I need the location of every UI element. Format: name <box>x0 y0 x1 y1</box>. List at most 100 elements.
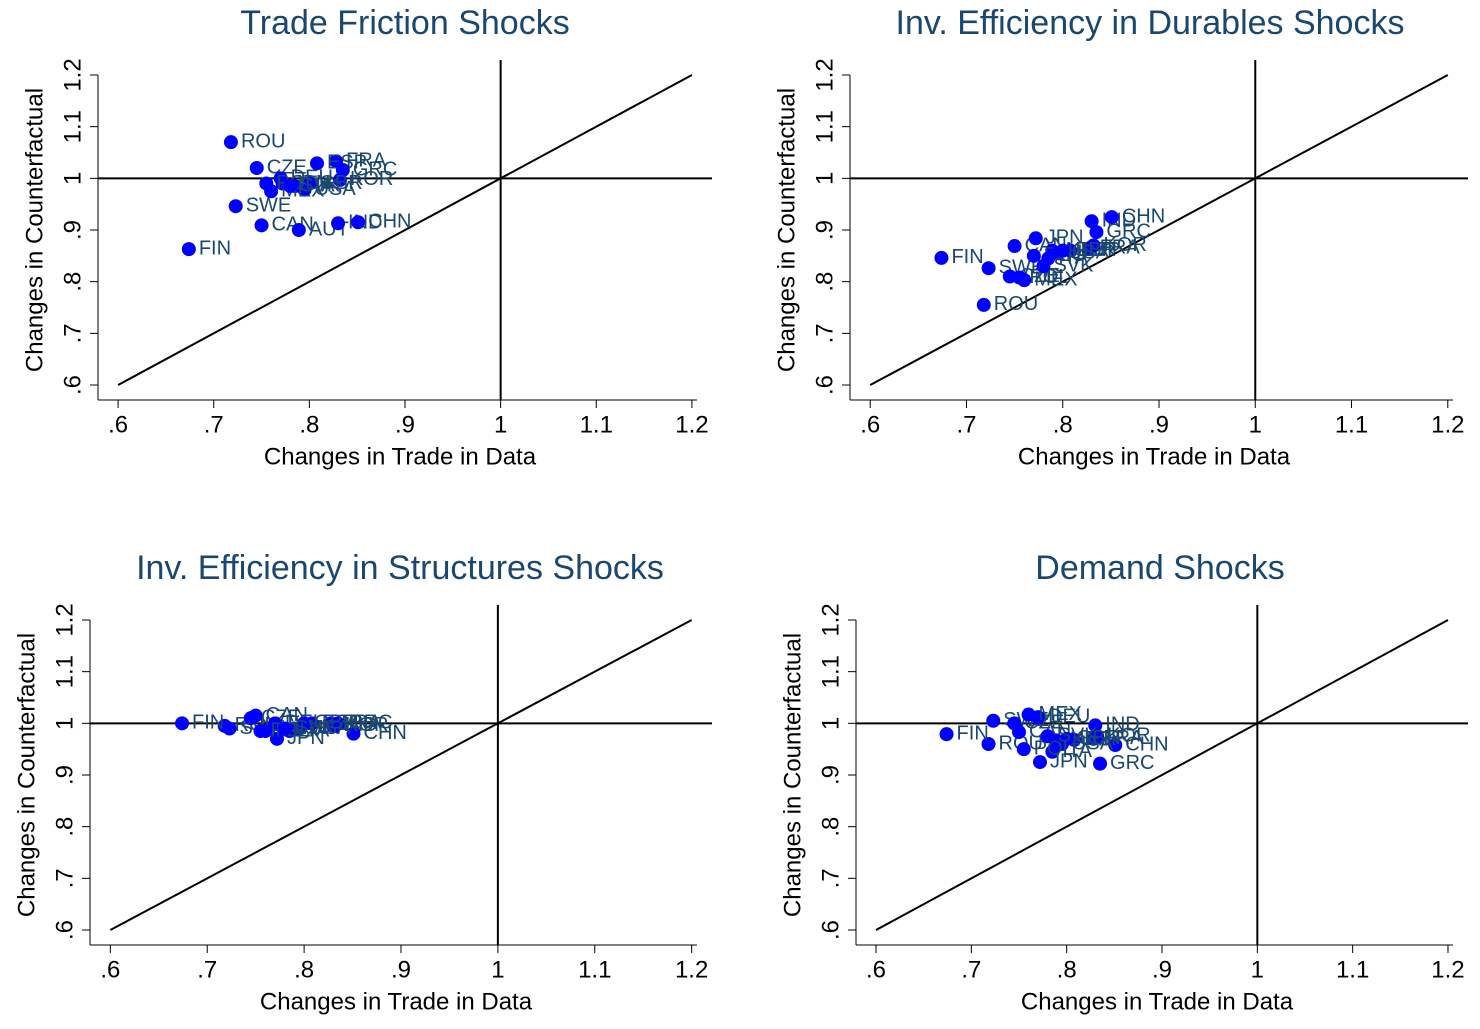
point <box>1021 707 1036 722</box>
point-label: FIN <box>192 712 224 734</box>
point-label: USA <box>315 178 357 200</box>
x-tick-label: 1.2 <box>675 956 708 983</box>
point-label: FRA <box>346 150 387 172</box>
point-label: FIN <box>951 246 983 268</box>
point <box>1036 259 1051 274</box>
point-label: GBR <box>319 172 362 194</box>
x-axis-title: Changes in Trade in Data <box>1018 443 1291 470</box>
point-label: FRA <box>341 712 382 734</box>
x-tick-label: .9 <box>391 956 411 983</box>
point-label: GRC <box>353 158 397 180</box>
point <box>283 179 298 194</box>
x-tick-label: .7 <box>961 956 981 983</box>
point <box>331 216 346 231</box>
point <box>302 176 317 191</box>
point-label: SVK <box>295 717 336 739</box>
x-tick-label: .6 <box>866 956 886 983</box>
point <box>222 721 237 736</box>
x-tick-label: .8 <box>1057 956 1077 983</box>
point <box>1007 239 1022 254</box>
x-tick-label: 1.1 <box>1335 411 1368 438</box>
x-tick-label: .6 <box>100 956 120 983</box>
point <box>346 726 361 741</box>
point-label: SVK <box>1053 254 1094 276</box>
point-label: JPN <box>1050 750 1088 772</box>
y-tick-label: 1 <box>817 717 844 730</box>
point-label: POL <box>1034 737 1074 759</box>
y-tick-label: .6 <box>811 375 838 395</box>
point <box>332 172 347 187</box>
x-axis-title: Changes in Trade in Data <box>1021 988 1294 1015</box>
point <box>254 218 269 233</box>
x-tick-label: .7 <box>197 956 217 983</box>
x-tick-label: 1.1 <box>580 411 613 438</box>
y-tick-label: 1.2 <box>59 58 86 91</box>
x-axis-title: Changes in Trade in Data <box>264 443 537 470</box>
point <box>1007 716 1022 731</box>
x-tick-label: .6 <box>860 411 880 438</box>
point-label: IND <box>1105 714 1139 736</box>
y-tick-label: .8 <box>811 272 838 292</box>
x-tick-label: .9 <box>1152 956 1172 983</box>
y-tick-label: 1.1 <box>811 110 838 143</box>
y-tick-label: .9 <box>817 765 844 785</box>
y-tick-label: .7 <box>817 868 844 888</box>
point-label: FIN <box>957 722 989 744</box>
x-tick-label: .9 <box>1149 411 1169 438</box>
y-axis-title: Changes in Counterfactual <box>13 633 40 917</box>
y-tick-label: .6 <box>51 920 78 940</box>
x-tick-label: 1 <box>494 411 507 438</box>
y-tick-label: 1 <box>59 172 86 185</box>
chart-title: Inv. Efficiency in Durables Shocks <box>896 4 1405 42</box>
point <box>223 135 238 150</box>
x-tick-label: .8 <box>299 411 319 438</box>
point <box>1084 214 1099 229</box>
point <box>181 242 196 257</box>
y-tick-label: 1.1 <box>59 110 86 143</box>
point <box>981 736 996 751</box>
point-label: JPN <box>1046 227 1084 249</box>
point <box>259 176 274 191</box>
y-tick-label: .8 <box>817 817 844 837</box>
point <box>1086 238 1101 253</box>
point <box>249 160 264 175</box>
y-axis-title: Changes in Counterfactual <box>773 88 800 372</box>
y-tick-label: 1 <box>51 717 78 730</box>
point-label: CHN <box>1125 733 1168 755</box>
point <box>243 711 258 726</box>
point-label: SVK <box>1058 725 1099 747</box>
y-tick-label: 1.2 <box>817 603 844 636</box>
diagonal-line <box>109 619 693 931</box>
y-tick-label: .9 <box>59 220 86 240</box>
point <box>269 731 284 746</box>
point-label: USA <box>1068 242 1110 264</box>
point-label: ITA <box>1062 740 1092 762</box>
point <box>1016 742 1031 757</box>
point <box>1045 744 1060 759</box>
point-label: FRA <box>1103 727 1144 749</box>
point <box>939 727 954 742</box>
y-tick-label: .7 <box>59 323 86 343</box>
point-label: SWE <box>246 195 292 217</box>
chart-title: Demand Shocks <box>1035 549 1284 587</box>
y-tick-label: .8 <box>59 272 86 292</box>
diagonal-line <box>875 619 1449 931</box>
point-label: USA <box>1072 732 1114 754</box>
y-tick-label: 1.2 <box>51 603 78 636</box>
y-tick-label: .9 <box>51 765 78 785</box>
point-label: CHN <box>364 722 407 744</box>
point <box>986 713 1001 728</box>
point <box>253 724 268 739</box>
point-label: GBR <box>1073 239 1116 261</box>
point <box>976 297 991 312</box>
point <box>1090 729 1105 744</box>
x-tick-label: 1.2 <box>1431 956 1464 983</box>
point-label: KOR <box>350 168 393 190</box>
x-axis-title: Changes in Trade in Data <box>260 988 533 1015</box>
x-tick-label: .8 <box>294 956 314 983</box>
point-label: GBR <box>314 712 357 734</box>
x-tick-label: 1.2 <box>675 411 708 438</box>
x-tick-label: 1.1 <box>1336 956 1369 983</box>
point <box>228 199 243 214</box>
